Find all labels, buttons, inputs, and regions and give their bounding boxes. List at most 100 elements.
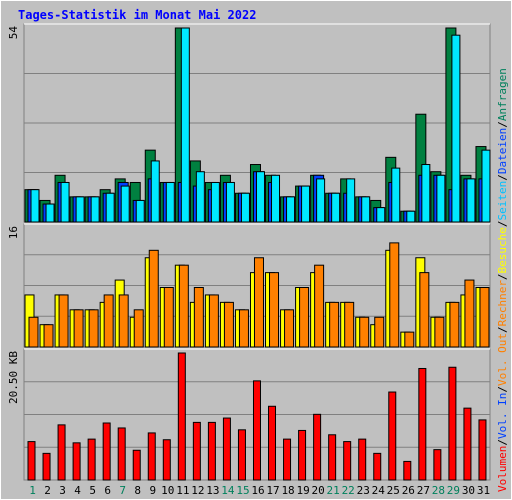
legend-item: Anfragen	[496, 68, 509, 121]
bar-volumen	[207, 421, 216, 481]
x-tick-label: 31	[477, 484, 490, 497]
bar-rechner	[449, 301, 460, 348]
legend-item: Seiten	[496, 181, 509, 221]
bar-seiten	[45, 203, 55, 223]
bar-volumen	[268, 405, 277, 481]
bar-volumen	[463, 407, 472, 481]
legend-item: Dateien	[496, 128, 509, 174]
bar-rechner	[133, 309, 144, 348]
bar-rechner	[178, 264, 189, 348]
bar-seiten	[316, 178, 326, 223]
bar-rechner	[434, 316, 445, 348]
bar-seiten	[271, 174, 281, 223]
bar-rechner	[464, 279, 475, 348]
x-tick-label: 28	[432, 484, 445, 497]
x-tick-label: 8	[134, 484, 141, 497]
bar-seiten	[361, 196, 371, 223]
bar-seiten	[240, 192, 250, 223]
bar-rechner	[404, 331, 415, 348]
bar-volumen	[433, 449, 442, 481]
x-tick-label: 5	[89, 484, 96, 497]
bar-rechner	[73, 309, 84, 348]
bar-rechner	[28, 316, 39, 348]
bar-seiten	[391, 167, 401, 223]
legend-separator: /	[496, 121, 509, 128]
bar-rechner	[58, 294, 69, 348]
x-tick-label: 27	[417, 484, 430, 497]
x-tick-label: 19	[296, 484, 309, 497]
x-tick-label: 6	[104, 484, 111, 497]
bar-rechner	[344, 301, 355, 348]
bar-seiten	[331, 192, 341, 223]
bar-seiten	[90, 196, 100, 223]
bar-volumen	[237, 429, 246, 481]
bar-rechner	[374, 316, 385, 348]
bar-volumen	[42, 452, 51, 481]
x-tick-label: 7	[119, 484, 126, 497]
bar-seiten	[301, 185, 311, 223]
bar-volumen	[177, 352, 186, 481]
legend-item: Vol. Out	[496, 333, 509, 386]
x-tick-label: 26	[402, 484, 415, 497]
x-tick-label: 23	[357, 484, 370, 497]
x-tick-label: 18	[281, 484, 294, 497]
bar-rechner	[284, 309, 295, 348]
bar-volumen	[283, 438, 292, 481]
legend-item: Vol. In	[496, 393, 509, 439]
bar-volumen	[358, 438, 367, 481]
bar-volumen	[102, 422, 111, 481]
x-tick-label: 12	[191, 484, 204, 497]
x-tick-label: 17	[266, 484, 279, 497]
x-tick-label: 13	[206, 484, 219, 497]
bar-rechner	[314, 264, 325, 348]
right-legend: Volumen/Vol. In/Vol. Out/Rechner/Besuche…	[496, 68, 509, 492]
bar-rechner	[223, 301, 234, 348]
x-tick-label: 2	[44, 484, 51, 497]
y-label-hits: 54	[7, 26, 20, 40]
legend-item: Rechner	[496, 280, 509, 327]
bar-volumen	[418, 367, 427, 481]
bar-seiten	[195, 171, 205, 223]
panel-visits	[23, 223, 491, 348]
bar-rechner	[238, 309, 249, 348]
bar-rechner	[269, 272, 280, 348]
bar-volumen	[252, 380, 261, 481]
bar-seiten	[481, 149, 491, 223]
chart-title: Tages-Statistik im Monat Mai 2022	[18, 8, 256, 22]
bar-seiten	[60, 181, 70, 223]
bar-seiten	[225, 181, 235, 223]
bar-volumen	[132, 449, 141, 481]
panel-hits	[23, 23, 491, 223]
bar-volumen	[192, 421, 201, 481]
bar-seiten	[421, 164, 431, 223]
legend-item: Besuche	[496, 227, 509, 273]
legend-separator: /	[496, 220, 509, 227]
bar-volumen	[117, 427, 126, 481]
x-tick-label: 21	[327, 484, 340, 497]
bar-seiten	[75, 196, 85, 223]
bar-rechner	[88, 309, 99, 348]
bar-rechner	[163, 287, 174, 348]
bar-rechner	[103, 294, 114, 348]
bar-rechner	[43, 324, 54, 348]
bar-volumen	[328, 434, 337, 481]
bar-rechner	[389, 242, 400, 348]
bar-rechner	[253, 257, 264, 348]
bar-volumen	[57, 424, 66, 481]
bar-volumen	[313, 413, 322, 481]
bar-volumen	[388, 391, 397, 481]
x-tick-label: 1	[29, 484, 36, 497]
x-tick-label: 22	[342, 484, 355, 497]
bar-volumen	[403, 460, 412, 481]
bar-volumen	[27, 441, 36, 481]
x-tick-label: 4	[74, 484, 81, 497]
bar-seiten	[346, 178, 356, 223]
bar-seiten	[135, 199, 145, 223]
bar-rechner	[419, 272, 430, 348]
legend-separator: /	[496, 273, 509, 280]
x-tick-label: 10	[161, 484, 174, 497]
bar-seiten	[180, 27, 190, 223]
bar-volumen	[222, 417, 231, 481]
x-tick-label: 9	[149, 484, 156, 497]
